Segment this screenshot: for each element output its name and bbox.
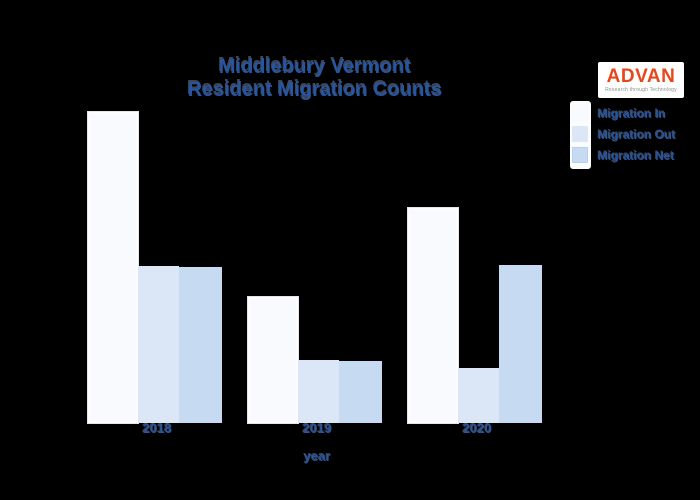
bar-migration-net-2019 (339, 361, 382, 423)
x-tick-2019: 2019 (303, 421, 332, 436)
bar-migration-in-2019 (248, 297, 298, 423)
x-tick-2018: 2018 (143, 421, 172, 436)
advan-logo-tagline: Research through Technology (605, 87, 677, 93)
x-axis-title: year (304, 449, 331, 464)
legend-swatch-migration-net (572, 147, 588, 163)
x-tick-2020: 2020 (463, 421, 492, 436)
bar-migration-out-2019 (298, 360, 339, 423)
legend-swatch-migration-in (572, 105, 588, 121)
bar-migration-net-2018 (179, 267, 222, 423)
chart-title-line1: Middlebury Vermont (218, 56, 412, 78)
bar-migration-out-2020 (458, 368, 499, 423)
legend-label-migration-in: Migration In (598, 107, 666, 121)
bar-migration-out-2018 (138, 266, 179, 423)
bar-migration-in-2020 (408, 208, 458, 423)
advan-logo: ADVAN Research through Technology (598, 62, 684, 98)
bar-migration-net-2020 (499, 265, 542, 423)
bar-migration-in-2018 (88, 112, 138, 423)
chart-title: Middlebury Vermont Resident Migration Co… (60, 56, 570, 102)
chart-title-line2: Resident Migration Counts (187, 79, 443, 101)
legend-label-migration-out: Migration Out (598, 128, 676, 142)
legend-swatch-migration-out (572, 126, 588, 142)
legend-label-migration-net: Migration Net (598, 149, 675, 163)
advan-logo-wordmark: ADVAN (606, 66, 676, 87)
